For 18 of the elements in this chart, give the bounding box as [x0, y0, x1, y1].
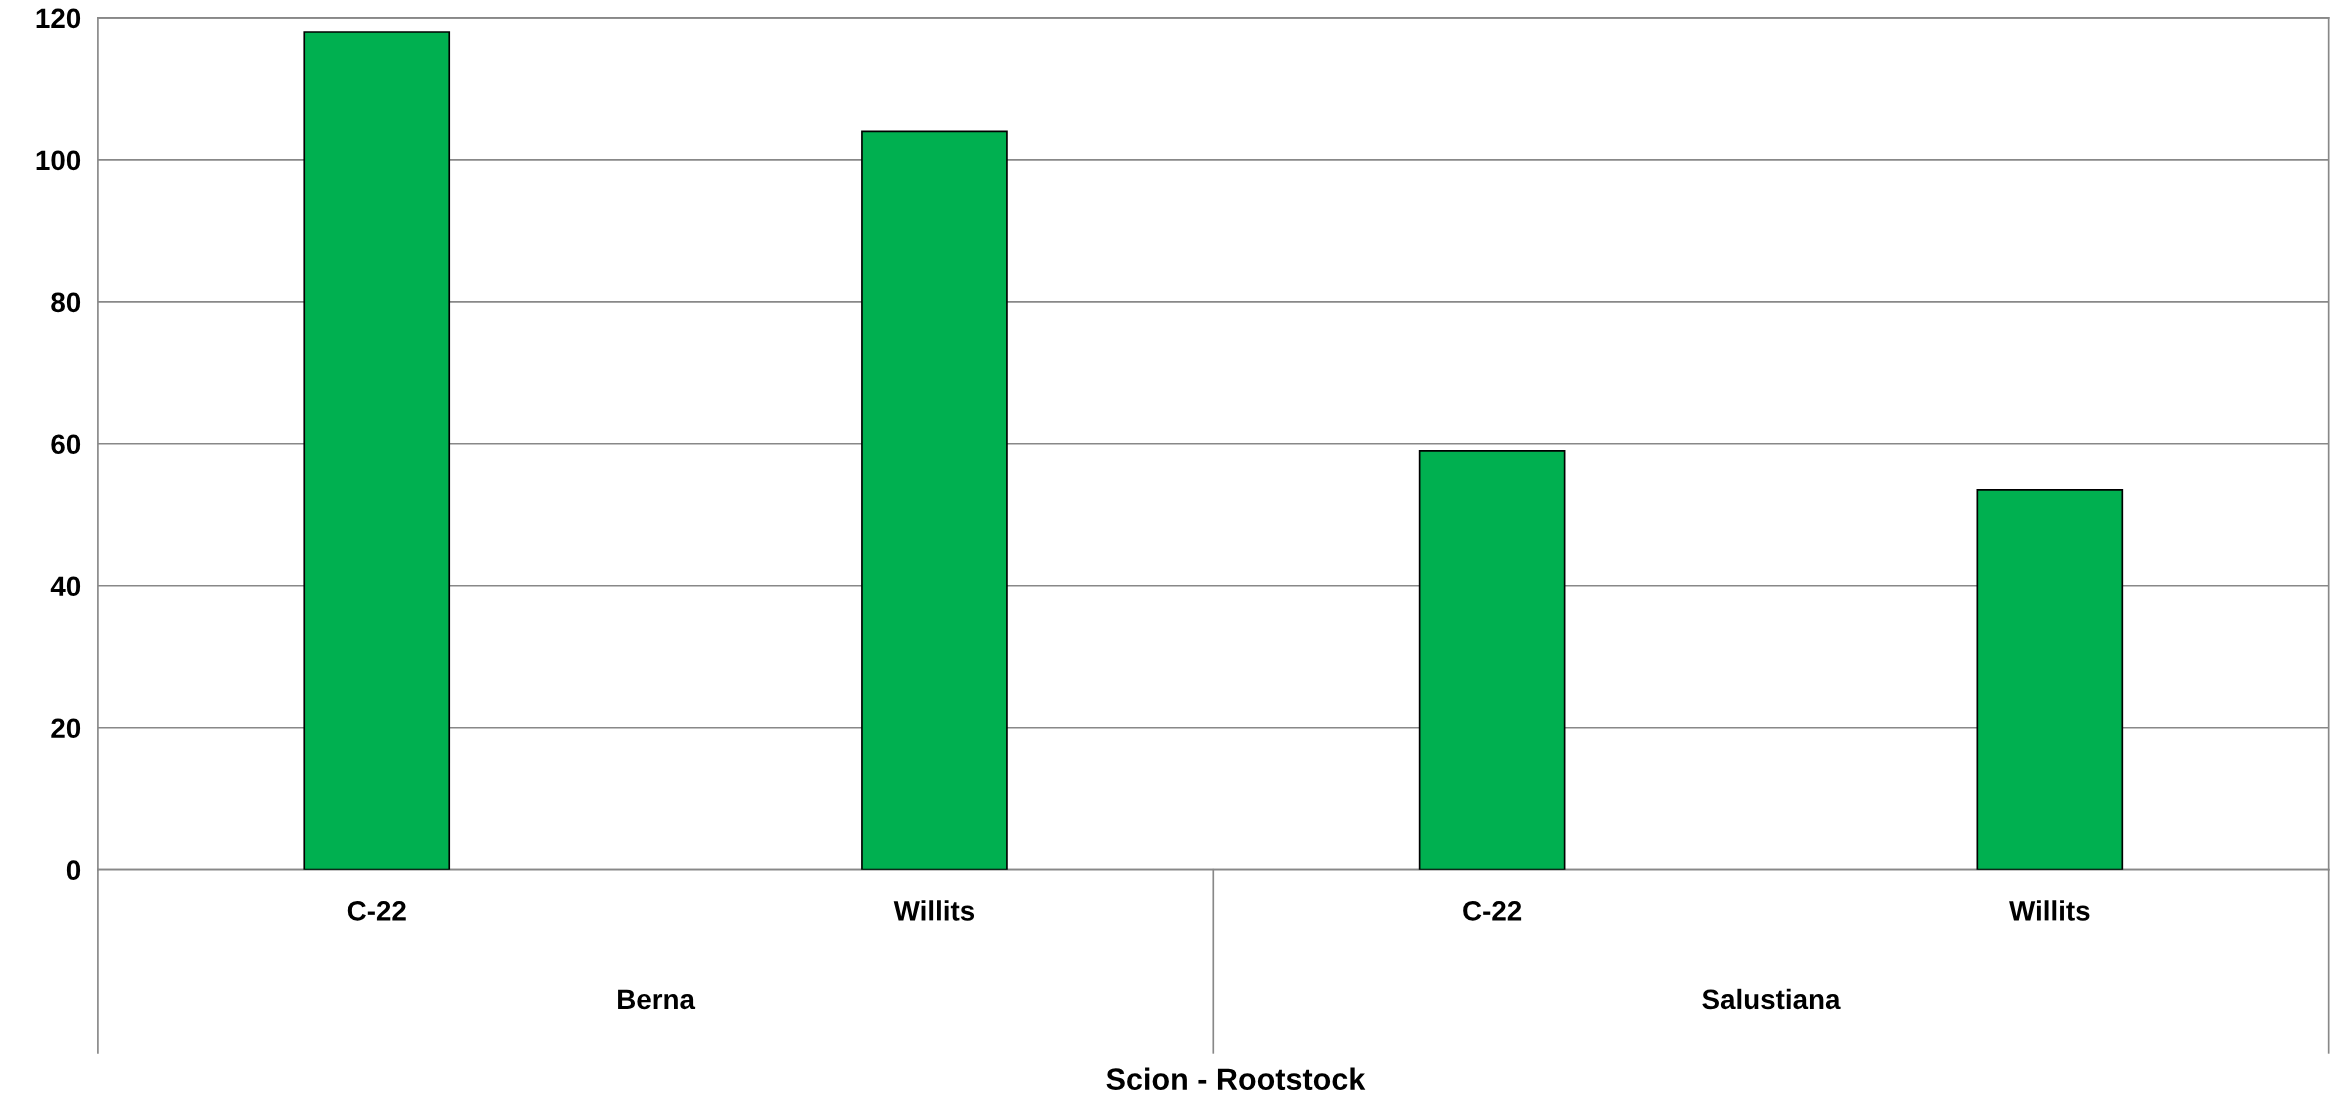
x-tick-label: Willits	[2009, 900, 2090, 921]
y-tick-label: 40	[50, 576, 81, 597]
y-tick-label: 20	[51, 718, 81, 739]
bar	[861, 130, 1008, 870]
bar	[303, 31, 451, 870]
y-tick-label: 80	[51, 292, 81, 313]
y-tick-label: 0	[66, 860, 81, 881]
bar	[1976, 489, 2124, 870]
x-axis-title: Scion - Rootstock	[1106, 1067, 1366, 1091]
y-tick-label: 100	[36, 150, 81, 171]
x-tick-label: C-22	[1463, 900, 1522, 921]
y-tick-label: 120	[36, 8, 81, 29]
y-tick-label: 60	[51, 434, 81, 455]
x-tick-label: C-22	[347, 900, 406, 921]
text: Salustiana	[1702, 988, 1841, 1010]
x-tick-label: Willits	[893, 900, 975, 921]
text: Berna	[618, 989, 696, 1010]
bar	[1418, 450, 1566, 870]
